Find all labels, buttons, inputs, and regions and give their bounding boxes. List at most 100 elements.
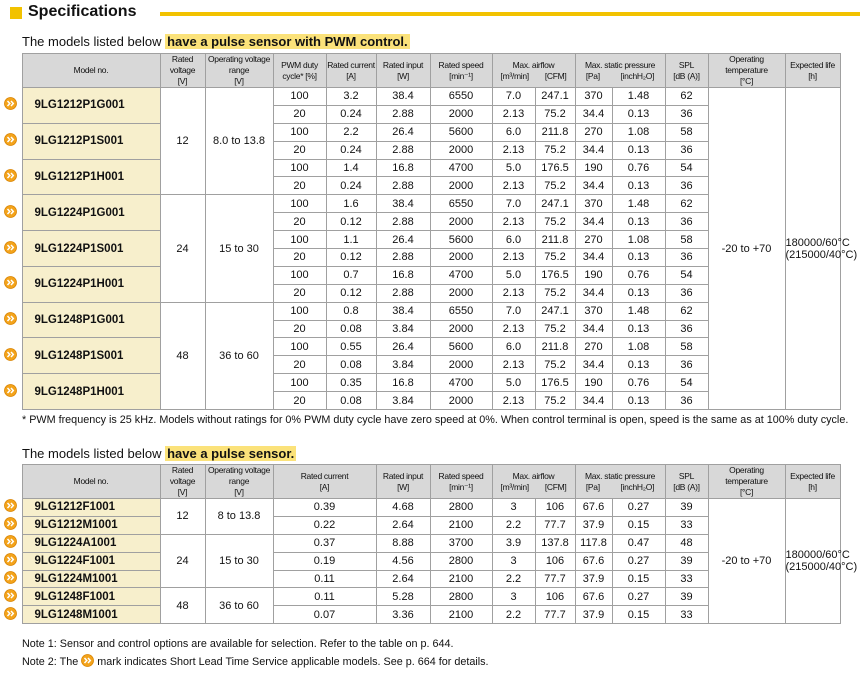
life-line: (215000/40°C) xyxy=(785,248,858,261)
value: 6550 xyxy=(429,301,493,321)
value: 20 xyxy=(272,176,327,196)
header-units: [Pa] [inchH₂O] xyxy=(576,71,665,82)
row: 20 0.08 3.84 2000 2.13 75.2 34.4 0.13 36 xyxy=(0,355,840,375)
rated-voltage: 12 xyxy=(159,86,206,196)
value: 2.88 xyxy=(375,104,431,124)
header-label: Rated input xyxy=(382,59,424,70)
model-name: 9LG1224P1G001 xyxy=(21,194,161,232)
value: 0.13 xyxy=(611,140,666,160)
value: 2000 xyxy=(429,355,493,375)
value: 2800 xyxy=(429,587,493,607)
value: 100 xyxy=(272,265,327,285)
value: 33 xyxy=(664,605,709,625)
value: 58 xyxy=(664,230,709,250)
value: 100 xyxy=(272,337,327,357)
value: 190 xyxy=(574,158,613,178)
value: 4.56 xyxy=(375,551,431,571)
value: 176.5 xyxy=(534,373,576,393)
icon-cell xyxy=(0,373,22,410)
value: 2.13 xyxy=(491,140,536,160)
header-units: [m³/min] [CFM] xyxy=(493,71,575,82)
icon-cell xyxy=(0,516,22,535)
header-label: Operating temperature xyxy=(725,54,768,75)
value: 2000 xyxy=(429,104,493,124)
value: 6.0 xyxy=(491,337,536,357)
value: 1.48 xyxy=(611,194,666,214)
header-label: Expected life xyxy=(790,59,835,70)
column-header: Operating temperature [°C] xyxy=(707,464,786,499)
value: 58 xyxy=(664,337,709,357)
value: 8.88 xyxy=(375,533,431,553)
value: 54 xyxy=(664,265,709,285)
value: 2000 xyxy=(429,283,493,303)
temperature: -20 to +70 xyxy=(707,497,786,625)
header-unit: [V] xyxy=(177,76,188,86)
value: 34.4 xyxy=(574,283,613,303)
value: 0.19 xyxy=(272,551,377,571)
value: 2800 xyxy=(429,551,493,571)
header-label: Rated speed xyxy=(438,470,484,481)
header-unit: [W] xyxy=(397,70,409,81)
value: 1.48 xyxy=(611,301,666,321)
model-name: 9LG1212P1S001 xyxy=(21,122,161,160)
header-units: [Pa] [inchH₂O] xyxy=(576,482,665,493)
temperature: -20 to +70 xyxy=(707,86,786,411)
value: 0.11 xyxy=(272,569,377,589)
value: 211.8 xyxy=(534,122,576,142)
value: 270 xyxy=(574,122,613,142)
intro-text: The models listed below xyxy=(22,446,162,461)
value: 0.76 xyxy=(611,158,666,178)
value: 37.9 xyxy=(574,605,613,625)
row: 20 0.08 3.84 2000 2.13 75.2 34.4 0.13 36 xyxy=(0,391,840,411)
value: 62 xyxy=(664,301,709,321)
value: 0.8 xyxy=(325,301,377,321)
value: 20 xyxy=(272,212,327,232)
icon xyxy=(4,517,18,531)
row: 20 0.08 3.84 2000 2.13 75.2 34.4 0.13 36 xyxy=(0,319,840,339)
value: 58 xyxy=(664,122,709,142)
value: 5.28 xyxy=(375,587,431,607)
value: 5.0 xyxy=(491,373,536,393)
value: 0.15 xyxy=(611,569,666,589)
header-label: Rated input xyxy=(382,470,424,481)
value: 190 xyxy=(574,373,613,393)
value: 0.15 xyxy=(611,515,666,535)
value: 34.4 xyxy=(574,176,613,196)
value: 0.07 xyxy=(272,605,377,625)
model-name: 9LG1224M1001 xyxy=(21,569,161,589)
value: 2.88 xyxy=(375,212,431,232)
header-units: [m³/min] [CFM] xyxy=(493,482,575,493)
value: 36 xyxy=(664,104,709,124)
spec-table: Model no. Rated voltage [V] Operating volta… xyxy=(0,464,857,625)
value: 2000 xyxy=(429,212,493,232)
model-name: 9LG1248P1H001 xyxy=(21,373,161,411)
value: 75.2 xyxy=(534,140,576,160)
title-rule xyxy=(160,12,860,16)
column-header: Operating voltage range [V] xyxy=(204,53,274,88)
header-row: Model no. Rated voltage [V] Operating volta… xyxy=(0,53,841,88)
value: 2.13 xyxy=(491,212,536,232)
icon-cell xyxy=(0,194,22,231)
row: 9LG1224P1H001 100 0.7 16.8 4700 5.0 176.5 190 0.… xyxy=(0,265,840,303)
row: 9LG1248M1001 0.07 3.36 2100 2.2 77.7 37.9 0.15 3… xyxy=(0,605,840,625)
value: 1.08 xyxy=(611,122,666,142)
column-header: Model no. xyxy=(21,464,161,499)
value: 2.2 xyxy=(325,122,377,142)
value: 100 xyxy=(272,230,327,250)
value: 0.27 xyxy=(611,498,666,517)
column-header: Max. airflow [m³/min] [CFM] xyxy=(491,464,576,499)
value: 0.47 xyxy=(611,533,666,553)
model-name: 9LG1212F1001 xyxy=(21,498,161,517)
column-header: Operating voltage range [V] xyxy=(204,464,274,499)
value: 4700 xyxy=(429,265,493,285)
value: 2.64 xyxy=(375,569,431,589)
value: 34.4 xyxy=(574,391,613,411)
column-header: Rated voltage [V] xyxy=(159,464,206,499)
header-label: Max. static pressure xyxy=(584,59,656,70)
rated-voltage: 48 xyxy=(159,301,206,411)
value: 137.8 xyxy=(534,533,576,553)
value: 36 xyxy=(664,319,709,339)
value: 36 xyxy=(664,391,709,411)
icon xyxy=(4,169,18,182)
value: 7.0 xyxy=(491,87,536,106)
